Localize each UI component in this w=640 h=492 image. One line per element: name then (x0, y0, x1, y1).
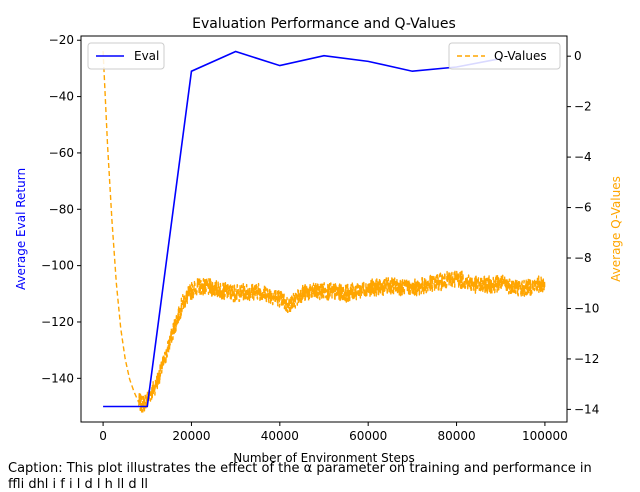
plot-frame (81, 36, 567, 422)
x-tick-label: 60000 (349, 429, 387, 443)
chart: Evaluation Performance and Q-Values 0 200… (0, 0, 640, 480)
y-axis-label-right: Average Q-Values (609, 176, 623, 282)
y-right-tick-label: −14 (574, 402, 599, 416)
y-left-tick-label: −20 (49, 33, 74, 47)
x-tick-label: 80000 (437, 429, 475, 443)
x-tick-label: 0 (99, 429, 107, 443)
y-left-tick-label: −40 (49, 90, 74, 104)
chart-title: Evaluation Performance and Q-Values (192, 16, 456, 32)
series-qvalues-line (103, 51, 545, 412)
legend-eval: Eval (88, 43, 164, 69)
y-right-tick-label: 0 (574, 49, 582, 63)
legend-qvalues-label: Q-Values (494, 49, 547, 63)
y-left-tick-label: −60 (49, 146, 74, 160)
y-left-tick-label: −140 (41, 371, 74, 385)
x-tick-label: 20000 (172, 429, 210, 443)
y-right-tick-label: −6 (574, 201, 592, 215)
y-axis-label-left: Average Eval Return (14, 168, 28, 290)
y-left-tick-label: −100 (41, 259, 74, 273)
y-right-tick-label: −4 (574, 150, 592, 164)
y-left-tick-label: −80 (49, 202, 74, 216)
legend-qvalues: Q-Values (449, 43, 560, 69)
legend-eval-label: Eval (134, 49, 159, 63)
x-tick-label: 100000 (522, 429, 568, 443)
y-right-tick-label: −12 (574, 352, 599, 366)
series-eval-line (103, 52, 501, 407)
y-left-tick-label: −120 (41, 315, 74, 329)
caption: Caption: This plot illustrates the effec… (8, 460, 640, 477)
caption-second-line: ffli dhl i f i l d l h ll d ll (8, 477, 640, 492)
x-tick-label: 40000 (261, 429, 299, 443)
y-right-tick-label: −10 (574, 301, 599, 315)
y-right-tick-label: −8 (574, 251, 592, 265)
y-right-tick-label: −2 (574, 100, 592, 114)
